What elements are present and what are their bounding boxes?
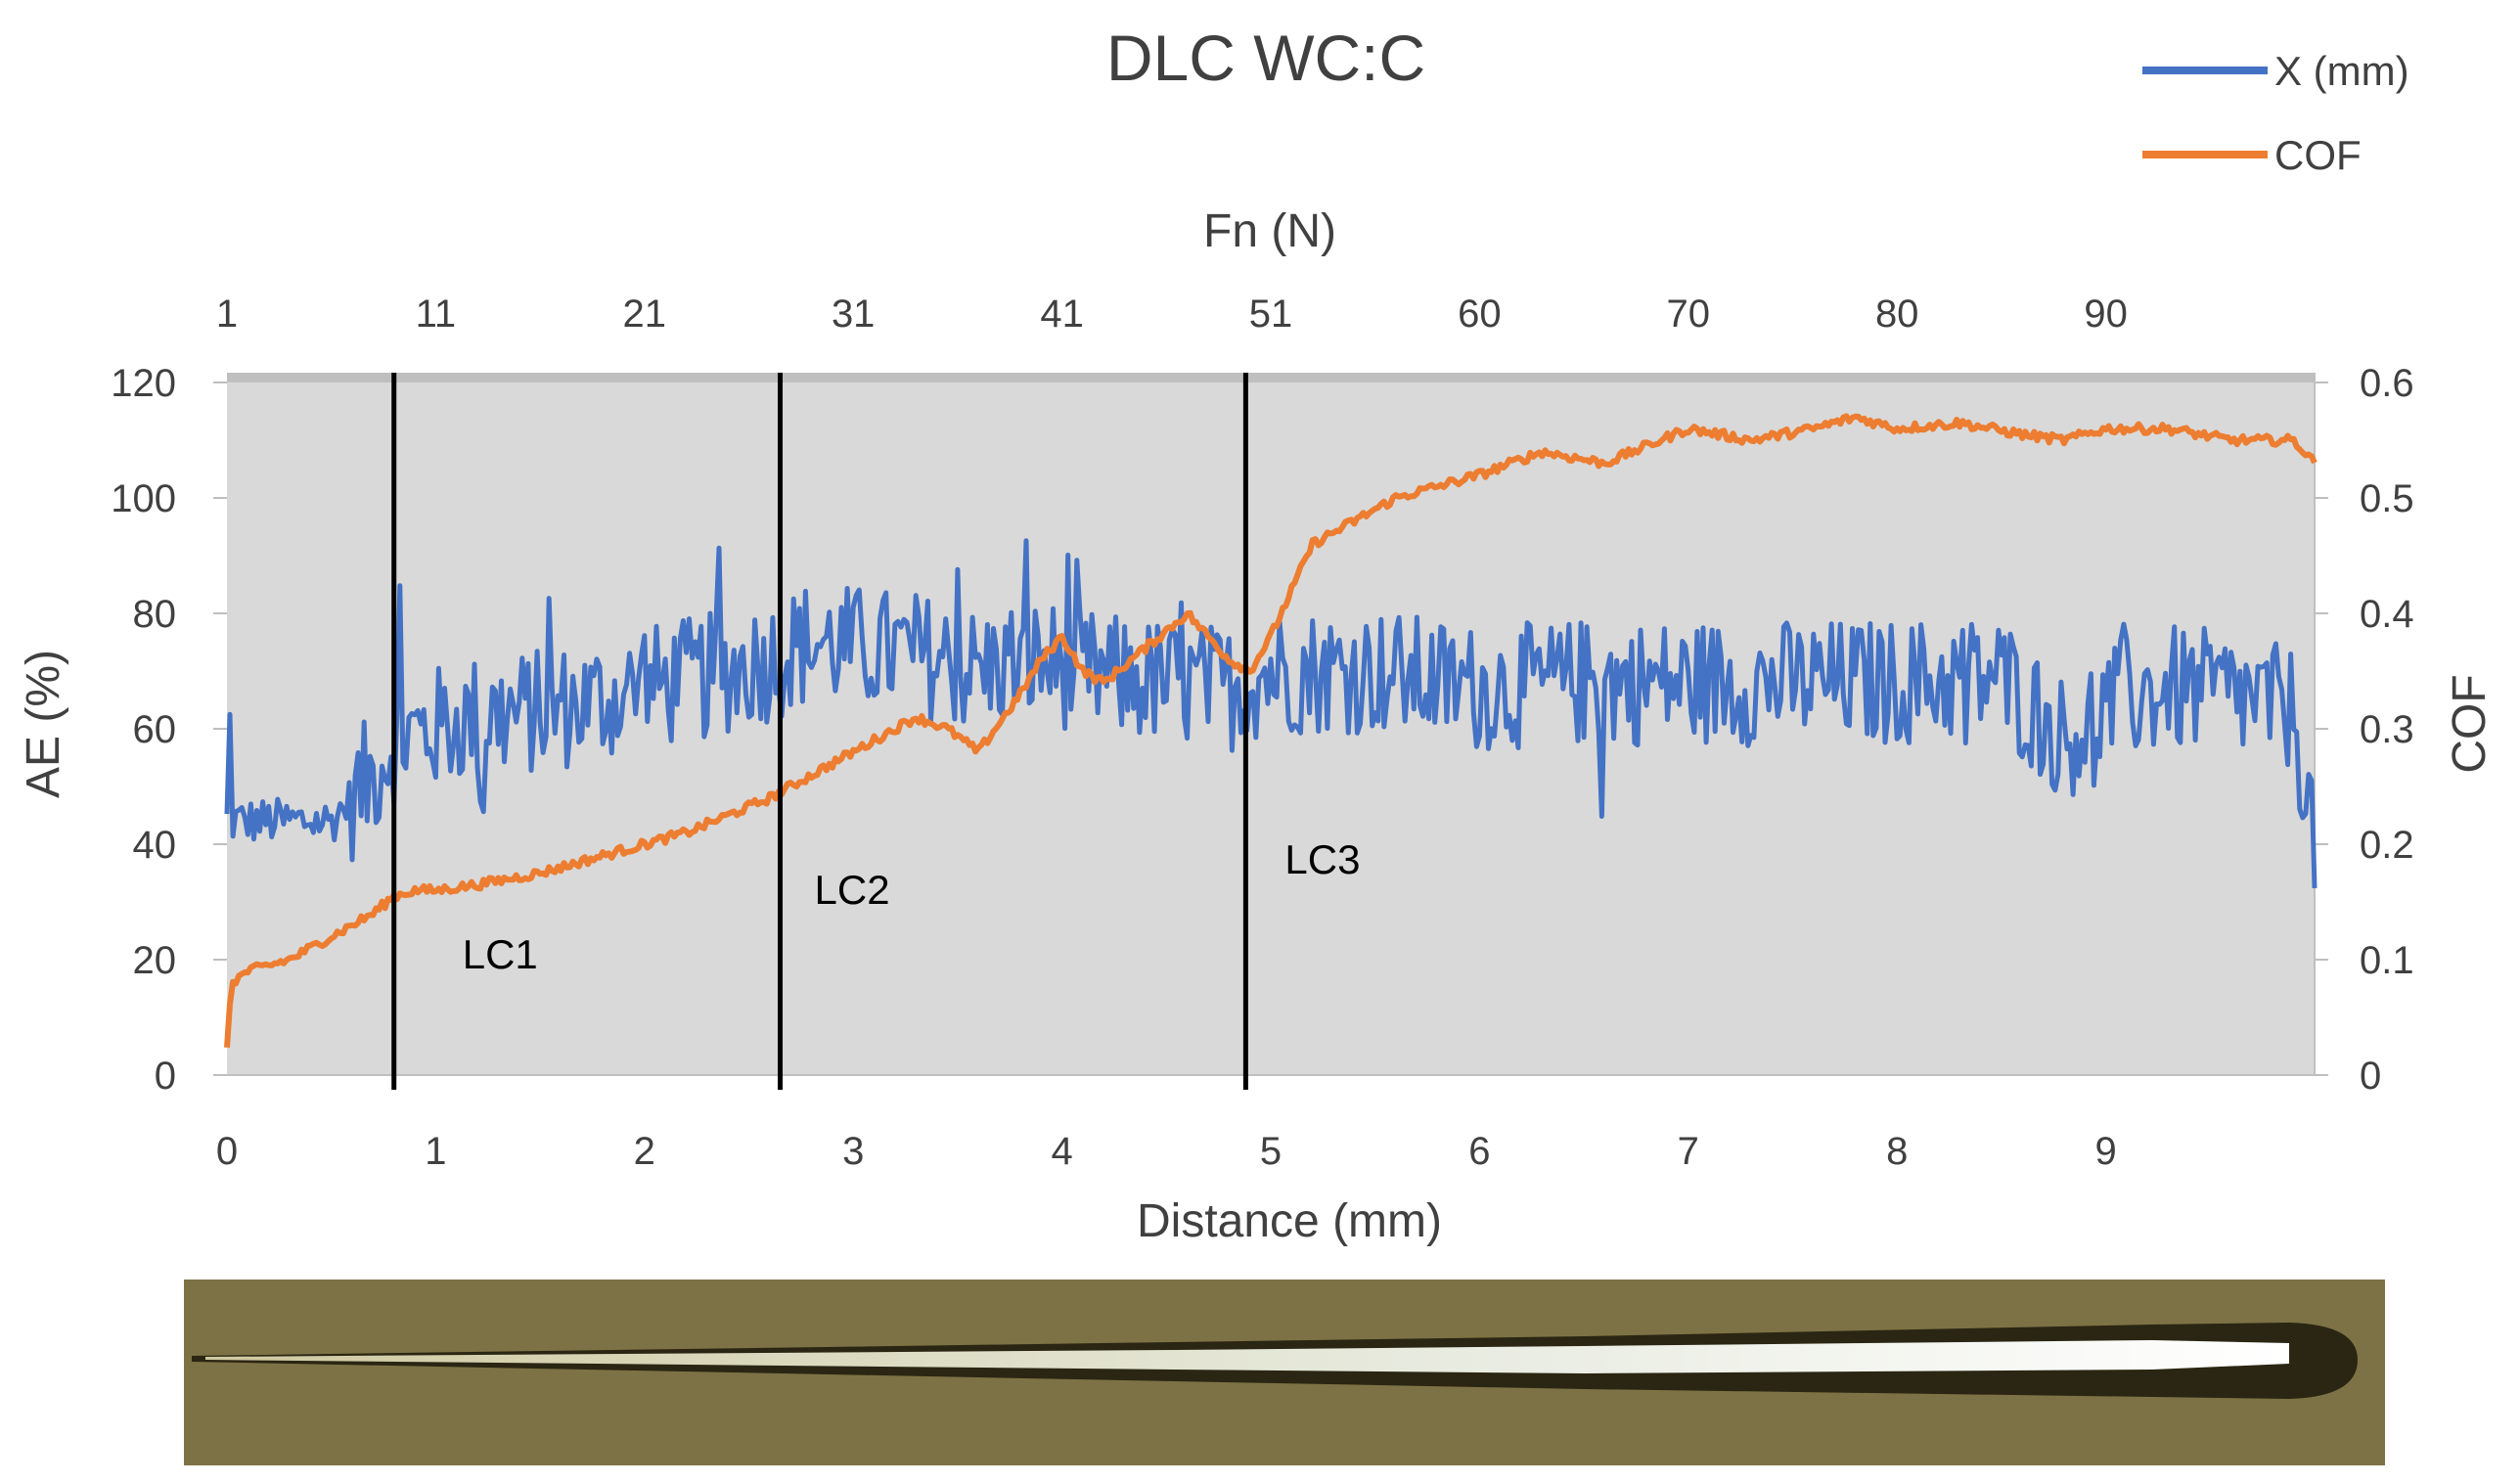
series-layer (224, 413, 2318, 1049)
y-tick-label: 100 (111, 477, 176, 520)
y-axis-title: AE (%) (18, 650, 69, 798)
series-ae-line (224, 538, 2318, 888)
chart-title: DLC WC:C (1106, 22, 1425, 94)
y2-tick-label: 0.2 (2360, 824, 2414, 867)
x-tick-label: 7 (1678, 1130, 1699, 1173)
x2-tick-label: 11 (416, 292, 457, 336)
x2-axis-title: Fn (N) (1203, 205, 1336, 257)
x-tick-label: 6 (1468, 1130, 1490, 1173)
x2-tick-label: 90 (2084, 292, 2128, 336)
x-tick-label: 8 (1886, 1130, 1908, 1173)
series-cof-line (224, 413, 2318, 1049)
lc-label: LC3 (1284, 836, 1360, 882)
annotation-layer: LC1 LC2 LC3 (391, 373, 1360, 1090)
scratch-track-micrograph (184, 1280, 2385, 1465)
x2-tick-label: 51 (1249, 292, 1293, 336)
x2-tick-label: 41 (1040, 292, 1084, 336)
y-tick-label: 60 (133, 708, 177, 751)
x2-tick-label: 70 (1667, 292, 1711, 336)
x2-tick-label: 60 (1458, 292, 1502, 336)
x-tick-label: 3 (842, 1130, 864, 1173)
x-tick-label: 0 (216, 1130, 238, 1173)
x-axis-ticks: 0 1 2 3 4 5 6 7 8 9 (216, 1130, 2117, 1173)
y-axis-ticks: 0 20 40 60 80 100 120 (111, 362, 227, 1098)
y2-tick-label: 0.5 (2360, 477, 2414, 520)
y-tick-label: 0 (155, 1055, 176, 1098)
x2-tick-label: 21 (623, 292, 667, 336)
y-tick-label: 120 (111, 362, 176, 405)
legend-label-x: X (mm) (2274, 48, 2409, 94)
y2-tick-label: 0.4 (2360, 593, 2414, 636)
x-tick-label: 1 (425, 1130, 446, 1173)
y2-axis-ticks: 0 0.1 0.2 0.3 0.4 0.5 0.6 (2315, 362, 2414, 1098)
y-tick-label: 40 (133, 824, 177, 867)
y-tick-label: 20 (133, 939, 177, 982)
legend-label-cof: COF (2274, 132, 2362, 178)
x2-axis-ticks: 1 11 21 31 41 51 60 70 80 90 (216, 292, 2128, 336)
y2-axis-title: COF (2444, 674, 2496, 773)
y2-tick-label: 0.3 (2360, 708, 2414, 751)
lc-label: LC2 (815, 867, 890, 913)
y2-tick-label: 0.1 (2360, 939, 2414, 982)
y2-tick-label: 0 (2360, 1055, 2381, 1098)
x-tick-label: 2 (634, 1130, 655, 1173)
x-axis-title: Distance (mm) (1137, 1195, 1442, 1247)
x2-tick-label: 1 (216, 292, 238, 336)
lc-label: LC1 (463, 931, 538, 977)
x2-tick-label: 80 (1875, 292, 1919, 336)
y-tick-label: 80 (133, 593, 177, 636)
legend: X (mm) COF (2142, 48, 2409, 178)
x2-tick-label: 31 (832, 292, 876, 336)
y2-tick-label: 0.6 (2360, 362, 2414, 405)
x-tick-label: 9 (2094, 1130, 2116, 1173)
x-tick-label: 5 (1260, 1130, 1282, 1173)
x-tick-label: 4 (1051, 1130, 1072, 1173)
